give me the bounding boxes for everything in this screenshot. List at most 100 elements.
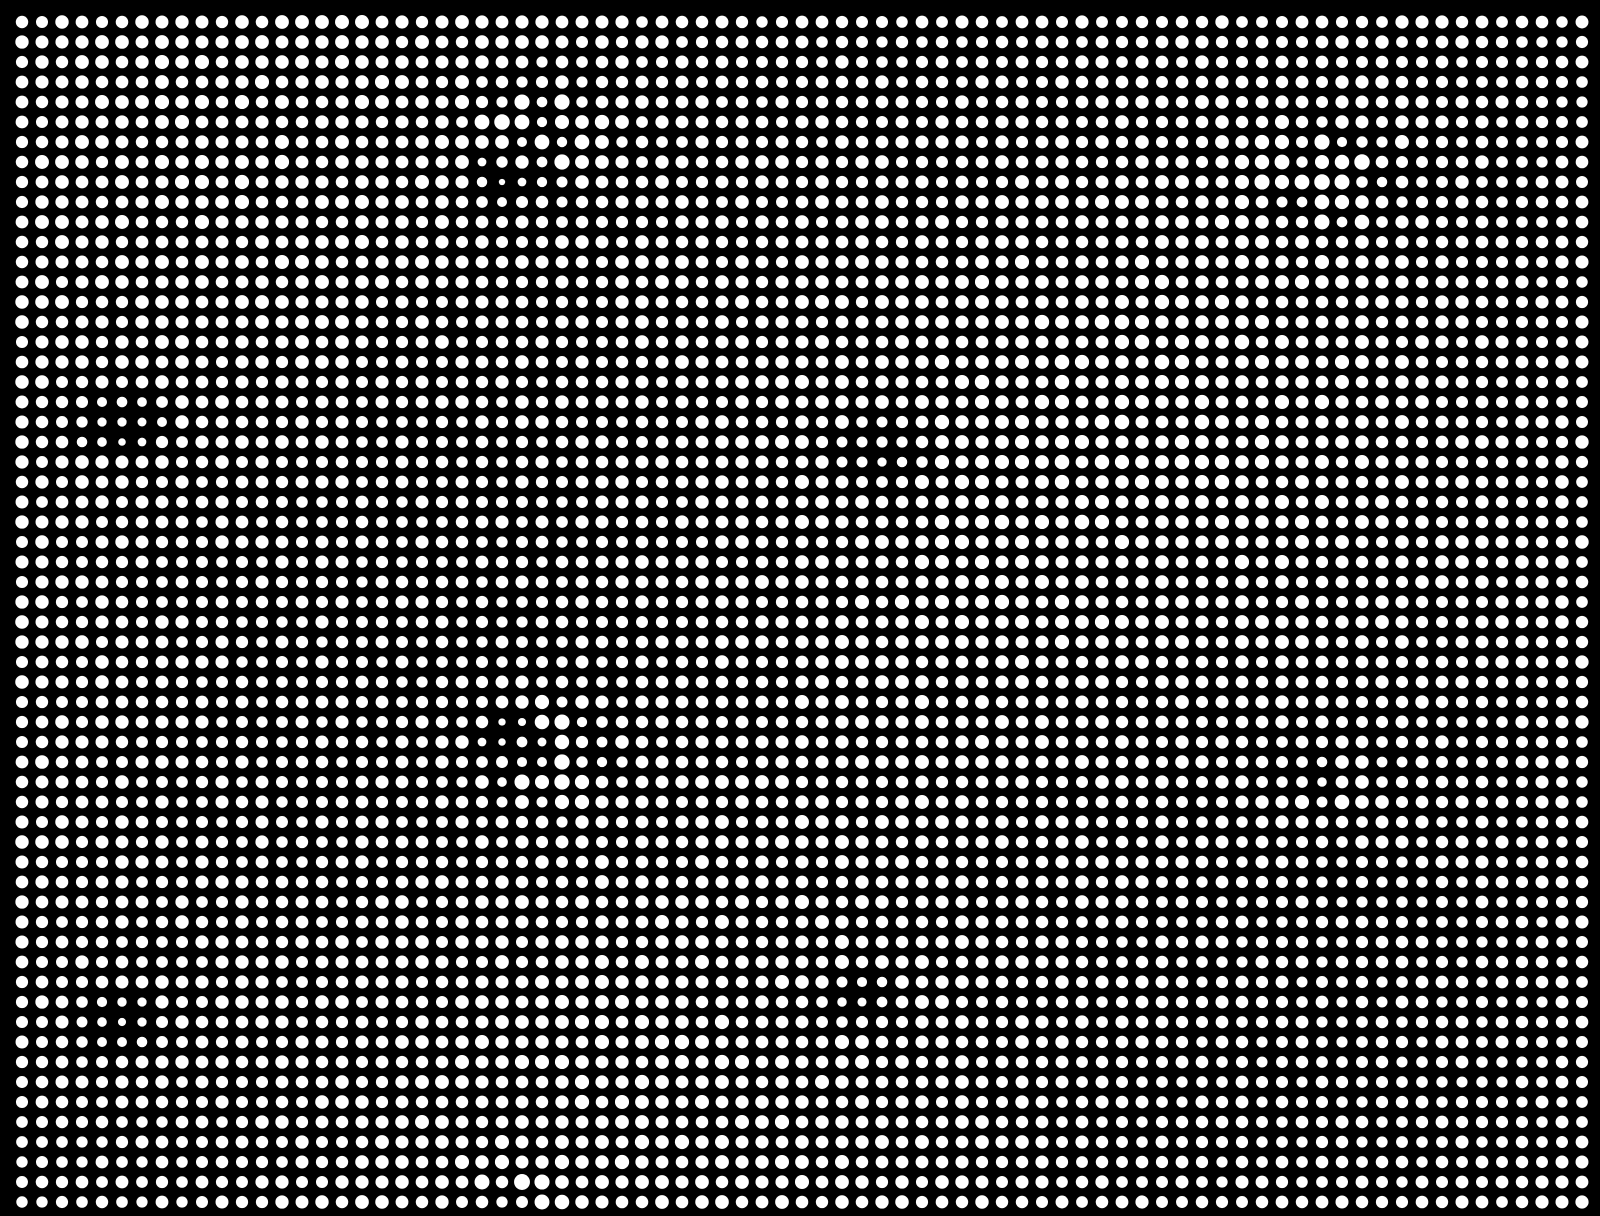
halftone-dot	[55, 935, 69, 949]
halftone-dot	[755, 1155, 769, 1169]
halftone-dot	[55, 635, 69, 649]
halftone-dot	[495, 935, 509, 949]
halftone-dot	[1136, 1076, 1148, 1088]
halftone-dot	[375, 15, 389, 29]
halftone-dot	[155, 135, 169, 149]
halftone-dot	[235, 355, 249, 369]
halftone-dot	[715, 655, 729, 669]
halftone-dot	[35, 795, 49, 809]
halftone-dot	[1275, 715, 1289, 729]
halftone-dot	[1556, 956, 1568, 968]
halftone-dot	[935, 375, 949, 389]
halftone-dot	[1355, 235, 1369, 249]
halftone-dot	[634, 1014, 650, 1030]
halftone-dot	[1435, 495, 1449, 509]
halftone-dot	[435, 135, 449, 149]
halftone-dot	[855, 615, 869, 629]
halftone-dot	[855, 135, 869, 149]
halftone-dot	[655, 595, 669, 609]
halftone-dot	[1315, 635, 1329, 649]
halftone-dot	[355, 955, 369, 969]
halftone-dot	[536, 656, 548, 668]
halftone-dot	[714, 1014, 730, 1030]
halftone-dot	[1255, 335, 1269, 349]
halftone-dot	[215, 955, 229, 969]
halftone-dot	[1295, 235, 1309, 249]
halftone-dot	[1054, 594, 1070, 610]
halftone-dot	[1035, 955, 1049, 969]
halftone-dot	[275, 355, 289, 369]
halftone-dot	[1276, 196, 1288, 208]
halftone-dot	[1195, 735, 1209, 749]
halftone-dot	[236, 616, 248, 628]
halftone-dot	[255, 375, 269, 389]
halftone-dot	[875, 1015, 889, 1029]
halftone-dot	[1495, 915, 1509, 929]
halftone-dot	[735, 615, 749, 629]
halftone-dot	[835, 215, 849, 229]
halftone-dot	[335, 1035, 349, 1049]
halftone-dot	[1095, 795, 1109, 809]
halftone-dot	[1335, 675, 1349, 689]
halftone-dot	[554, 754, 570, 770]
halftone-dot	[1075, 1015, 1089, 1029]
halftone-dot	[775, 655, 789, 669]
halftone-dot	[95, 575, 109, 589]
halftone-dot	[295, 1195, 309, 1209]
halftone-dot	[1355, 915, 1369, 929]
halftone-dot	[695, 1035, 709, 1049]
halftone-dot	[135, 855, 149, 869]
halftone-dot	[454, 1154, 470, 1170]
halftone-dot	[696, 76, 708, 88]
halftone-dot	[1395, 1035, 1409, 1049]
halftone-dot	[155, 15, 169, 29]
halftone-dot	[735, 935, 749, 949]
halftone-dot	[835, 695, 849, 709]
halftone-dot	[594, 1034, 610, 1050]
halftone-dot	[455, 195, 469, 209]
halftone-dot	[375, 795, 389, 809]
halftone-dot	[1335, 1115, 1349, 1129]
halftone-dot	[695, 95, 709, 109]
halftone-dot	[395, 735, 409, 749]
halftone-dot	[175, 155, 189, 169]
halftone-dot	[515, 15, 529, 29]
halftone-dot	[175, 695, 189, 709]
halftone-dot	[1195, 835, 1209, 849]
halftone-dot	[1475, 655, 1489, 669]
halftone-dot	[935, 875, 949, 889]
halftone-dot	[1495, 515, 1509, 529]
halftone-dot	[295, 55, 309, 69]
halftone-dot	[575, 735, 589, 749]
halftone-dot	[295, 255, 309, 269]
halftone-dot	[435, 755, 449, 769]
halftone-dot	[555, 835, 569, 849]
halftone-dot	[97, 1037, 107, 1047]
halftone-dot	[695, 795, 709, 809]
halftone-dot	[775, 995, 789, 1009]
halftone-dot	[355, 1015, 369, 1029]
halftone-dot	[1355, 855, 1369, 869]
halftone-dot	[1175, 215, 1189, 229]
halftone-dot	[1456, 936, 1468, 948]
halftone-dot	[1095, 255, 1109, 269]
halftone-dot	[1114, 394, 1130, 410]
halftone-dot	[1255, 195, 1269, 209]
halftone-dot	[1035, 895, 1049, 909]
halftone-dot	[95, 495, 109, 509]
halftone-dot	[975, 595, 989, 609]
halftone-dot	[355, 255, 369, 269]
halftone-dot	[55, 455, 69, 469]
halftone-dot	[296, 796, 308, 808]
halftone-dot	[495, 815, 509, 829]
halftone-dot	[715, 615, 729, 629]
halftone-dot	[1035, 1155, 1049, 1169]
halftone-dot	[1555, 295, 1569, 309]
halftone-dot	[355, 675, 369, 689]
halftone-dot	[1115, 515, 1129, 529]
halftone-dot	[1115, 815, 1129, 829]
halftone-dot	[595, 1115, 609, 1129]
halftone-dot	[715, 275, 729, 289]
halftone-dot	[915, 15, 929, 29]
halftone-dot	[755, 655, 769, 669]
